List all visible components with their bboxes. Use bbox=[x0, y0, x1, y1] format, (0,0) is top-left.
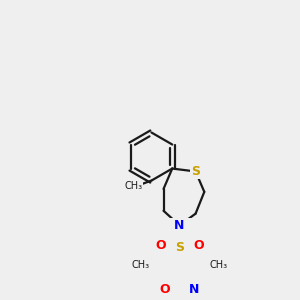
Text: O: O bbox=[160, 283, 170, 296]
Text: CH₃: CH₃ bbox=[209, 260, 227, 270]
Text: O: O bbox=[193, 239, 204, 252]
Text: S: S bbox=[175, 241, 184, 254]
Text: CH₃: CH₃ bbox=[124, 182, 142, 191]
Text: S: S bbox=[191, 165, 200, 178]
Text: N: N bbox=[189, 283, 200, 296]
Text: CH₃: CH₃ bbox=[132, 260, 150, 270]
Text: N: N bbox=[174, 219, 185, 232]
Text: O: O bbox=[155, 239, 166, 252]
